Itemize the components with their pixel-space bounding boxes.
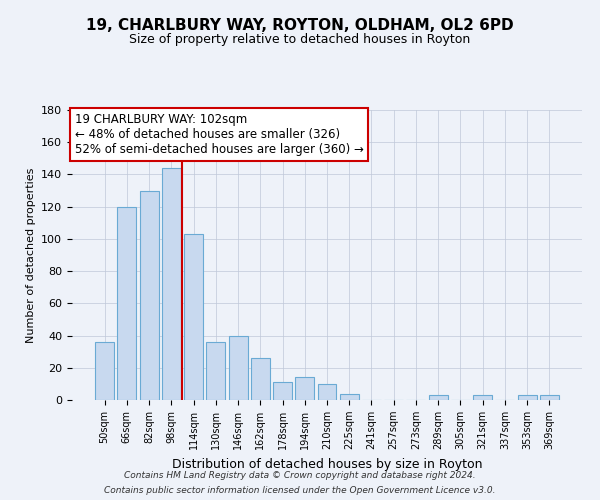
Y-axis label: Number of detached properties: Number of detached properties [26,168,35,342]
Text: Size of property relative to detached houses in Royton: Size of property relative to detached ho… [130,32,470,46]
Bar [140,190,158,400]
Bar [118,206,136,400]
Bar [473,395,492,400]
Bar [206,342,225,400]
Bar [251,358,270,400]
Bar [340,394,359,400]
Bar [295,378,314,400]
Bar [273,382,292,400]
Bar [518,395,536,400]
X-axis label: Distribution of detached houses by size in Royton: Distribution of detached houses by size … [172,458,482,470]
Bar [429,395,448,400]
Bar [162,168,181,400]
Bar [229,336,248,400]
Bar [540,395,559,400]
Bar [184,234,203,400]
Text: 19, CHARLBURY WAY, ROYTON, OLDHAM, OL2 6PD: 19, CHARLBURY WAY, ROYTON, OLDHAM, OL2 6… [86,18,514,32]
Text: 19 CHARLBURY WAY: 102sqm
← 48% of detached houses are smaller (326)
52% of semi-: 19 CHARLBURY WAY: 102sqm ← 48% of detach… [74,113,364,156]
Text: Contains HM Land Registry data © Crown copyright and database right 2024.: Contains HM Land Registry data © Crown c… [124,471,476,480]
Bar [317,384,337,400]
Bar [95,342,114,400]
Text: Contains public sector information licensed under the Open Government Licence v3: Contains public sector information licen… [104,486,496,495]
